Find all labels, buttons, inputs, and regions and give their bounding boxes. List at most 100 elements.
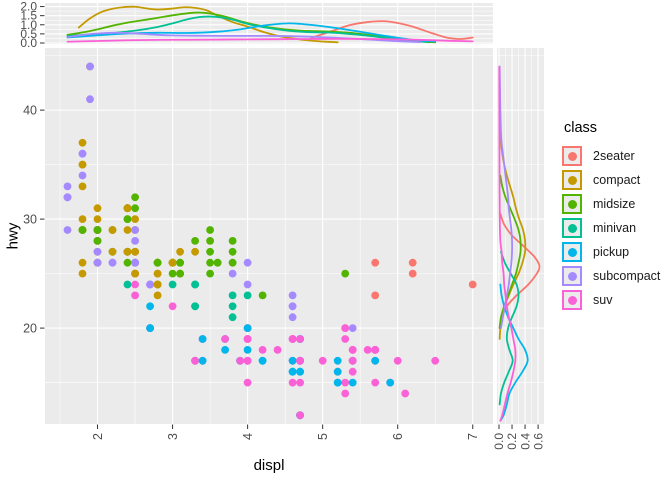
x-axis-title: displ (253, 457, 285, 474)
point-suv (288, 335, 297, 343)
point-minivan (191, 280, 200, 289)
point-pickup (258, 356, 267, 365)
point-midsize (206, 258, 215, 267)
legend-item-label: suv (593, 293, 613, 307)
point-suv (341, 335, 350, 343)
legend-item-label: subcompact (593, 269, 661, 283)
point-minivan (123, 280, 132, 289)
y-tick-label: 40 (23, 103, 37, 117)
point-pickup (221, 346, 230, 354)
point-subcompact (228, 269, 237, 278)
legend-key-dot (567, 223, 577, 233)
legend-key-dot (567, 175, 577, 185)
top-density-tick-label: 1.5 (20, 9, 37, 23)
point-minivan (228, 291, 237, 300)
legend: class 2seater compact midsize minivan pickup… (562, 120, 670, 314)
density-curve-x-suv (66, 37, 474, 43)
point-2seater (371, 291, 380, 300)
legend-key-swatch (562, 194, 582, 214)
point-suv (296, 356, 304, 365)
point-pickup (296, 367, 304, 376)
right-marginal-curves (498, 65, 541, 422)
point-pickup (333, 367, 342, 376)
legend-title: class (564, 120, 598, 136)
point-midsize (206, 269, 215, 278)
point-pickup (146, 302, 155, 311)
point-midsize (93, 237, 102, 245)
point-compact (108, 247, 117, 256)
right-density-tick-label: 0.4 (518, 433, 532, 450)
point-2seater (371, 258, 380, 267)
point-suv (341, 378, 350, 387)
top-density-tick-label: 0.0 (20, 36, 37, 50)
density-curve-x-compact (77, 5, 339, 44)
point-compact (153, 291, 162, 300)
legend-key-swatch (562, 266, 582, 286)
point-pickup (243, 346, 252, 354)
point-pickup (288, 367, 297, 376)
point-suv (296, 335, 304, 343)
point-subcompact (86, 95, 94, 104)
point-pickup (288, 356, 297, 365)
point-compact (108, 226, 117, 234)
point-suv (243, 378, 252, 387)
legend-key-dot (567, 295, 577, 305)
point-2seater (468, 280, 477, 289)
point-pickup (333, 356, 342, 365)
point-midsize (191, 237, 200, 245)
point-subcompact (93, 258, 102, 267)
point-compact (78, 258, 87, 267)
point-suv (243, 335, 252, 343)
point-subcompact (131, 258, 140, 267)
point-pickup (198, 335, 207, 343)
point-subcompact (348, 324, 357, 332)
point-subcompact (243, 258, 252, 267)
point-compact (131, 247, 140, 256)
point-suv (371, 378, 380, 387)
point-subcompact (108, 258, 117, 267)
point-compact (78, 138, 87, 147)
right-marginal-panel (497, 48, 544, 424)
point-pickup (386, 378, 395, 387)
point-suv (348, 367, 357, 376)
point-suv (296, 378, 304, 387)
point-suv (273, 346, 282, 354)
point-subcompact (93, 247, 102, 256)
point-pickup (198, 356, 207, 365)
point-suv (243, 356, 252, 365)
point-compact (78, 160, 87, 169)
point-suv (236, 356, 245, 365)
point-suv (168, 302, 177, 311)
point-midsize (228, 237, 237, 245)
y-tick-label: 20 (23, 321, 37, 335)
point-minivan (228, 313, 237, 322)
legend-item-minivan: minivan (562, 218, 670, 238)
y-axis-title: hwy (4, 222, 22, 250)
point-midsize (93, 226, 102, 234)
point-compact (153, 269, 162, 278)
legend-item-subcompact: subcompact (562, 266, 670, 286)
point-subcompact (131, 226, 140, 234)
point-suv (363, 346, 372, 354)
right-density-tick-label: 0.2 (505, 433, 519, 450)
x-tick-label: 3 (166, 433, 180, 440)
point-compact (131, 215, 140, 224)
point-suv (393, 356, 402, 365)
point-suv (431, 356, 440, 365)
x-tick-label: 4 (241, 433, 255, 440)
legend-item-compact: compact (562, 170, 670, 190)
point-suv (348, 356, 357, 365)
legend-key-dot (567, 199, 577, 209)
point-suv (318, 356, 327, 365)
legend-key-swatch (562, 146, 582, 166)
point-midsize (206, 237, 215, 245)
legend-item-label: 2seater (593, 149, 635, 163)
legend-key-swatch (562, 242, 582, 262)
legend-item-label: pickup (593, 245, 630, 259)
point-pickup (146, 324, 155, 332)
point-compact (176, 247, 185, 256)
right-density-tick-label: 0.6 (531, 433, 545, 450)
point-suv (296, 411, 304, 420)
legend-items: 2seater compact midsize minivan pickup subcom… (562, 146, 670, 310)
point-midsize (206, 226, 215, 234)
